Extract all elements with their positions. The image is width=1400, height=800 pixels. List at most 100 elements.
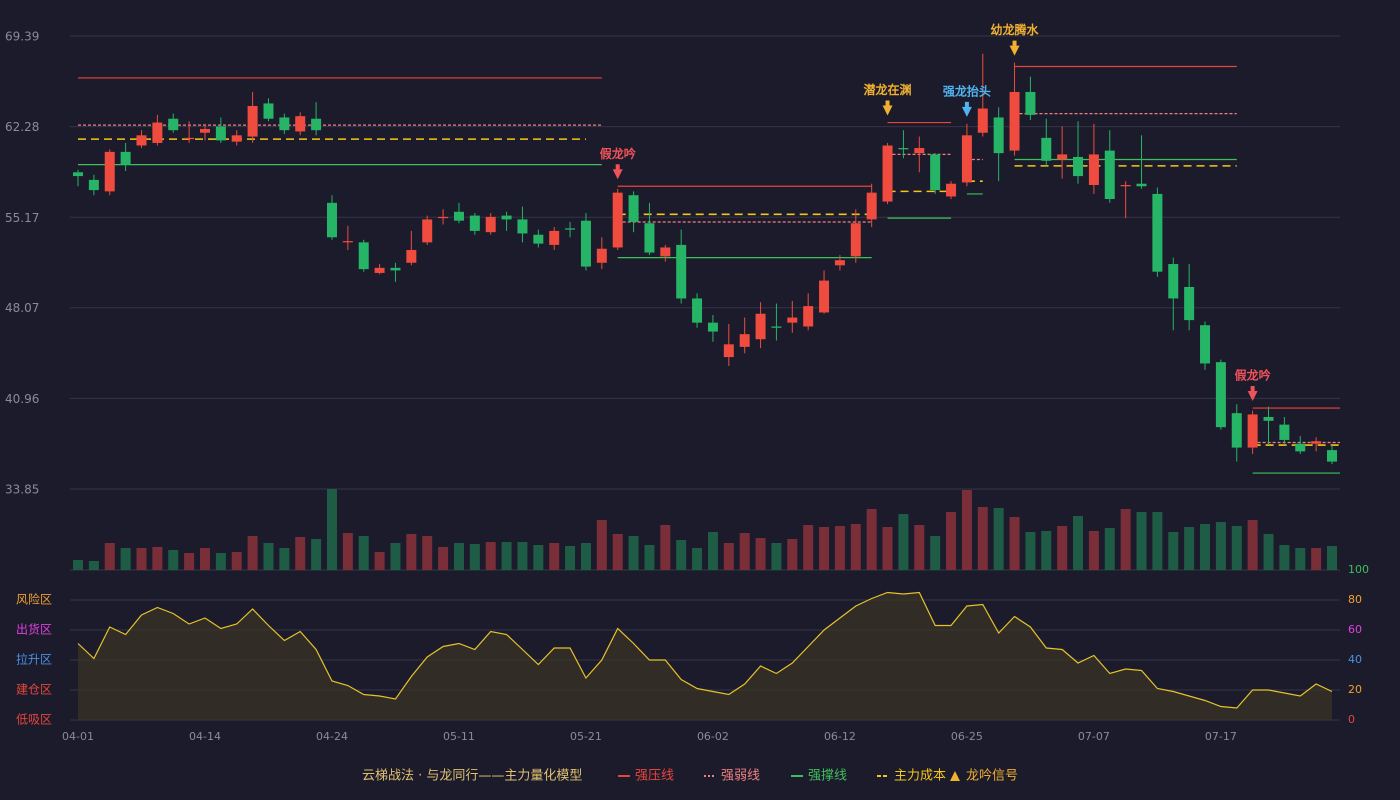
volume-bar: [453, 543, 464, 570]
volume-bar: [739, 533, 750, 570]
candle-body: [469, 215, 480, 231]
x-tick-label: 05-21: [570, 730, 602, 743]
volume-bar: [199, 548, 210, 570]
candle-body: [199, 128, 210, 133]
candle-body: [914, 148, 925, 154]
volume-bar: [136, 548, 147, 570]
zone-label: 建仓区: [16, 683, 52, 697]
x-tick-label: 04-14: [189, 730, 221, 743]
legend-title: 云梯战法 · 与龙同行——主力量化模型: [362, 769, 582, 784]
candle-body: [263, 103, 274, 119]
candle-body: [485, 216, 496, 233]
volume-bar: [215, 553, 226, 570]
candle-body: [676, 244, 687, 299]
candle-body: [628, 195, 639, 222]
x-tick-label: 07-07: [1078, 730, 1110, 743]
candle-body: [184, 137, 195, 140]
volume-bar: [898, 514, 909, 570]
candle-body: [453, 211, 464, 221]
candle-body: [755, 313, 766, 340]
volume-bar: [660, 525, 671, 570]
candle-body: [1184, 286, 1195, 321]
volume-bar: [707, 532, 718, 570]
volume-bar: [1295, 548, 1306, 570]
volume-bar: [676, 540, 687, 570]
candle-body: [342, 241, 353, 243]
y-tick-label: 40.96: [5, 392, 39, 406]
candle-body: [279, 117, 290, 131]
volume-bar: [946, 512, 957, 570]
candle-body: [136, 135, 147, 146]
volume-bar: [834, 526, 845, 570]
volume-bar: [549, 543, 560, 570]
signal-marker: [612, 164, 623, 180]
candle-body: [1025, 91, 1036, 115]
x-tick-label: 05-11: [443, 730, 475, 743]
candle-body: [73, 172, 83, 177]
volume-bar: [533, 545, 544, 570]
candle-body: [517, 219, 528, 234]
candle-body: [946, 183, 957, 197]
volume-bar: [1104, 528, 1115, 570]
volume-bar: [1200, 524, 1211, 570]
volume-bar: [406, 534, 417, 570]
candle-body: [580, 220, 591, 267]
candle-body: [1311, 441, 1322, 444]
candle-body: [993, 117, 1004, 154]
volume-bar: [1120, 509, 1131, 570]
candle-body: [850, 223, 861, 257]
candle-body: [1041, 137, 1052, 161]
volume-bar: [326, 489, 337, 570]
candle-body: [1009, 91, 1020, 151]
volume-bar: [358, 536, 369, 570]
candle-body: [803, 306, 814, 327]
volume-bar: [1009, 517, 1020, 570]
volume-bar: [692, 548, 703, 570]
candle-body: [1168, 264, 1179, 299]
candle-body: [549, 230, 560, 245]
candle-body: [326, 202, 337, 238]
volume-bar: [1073, 516, 1084, 570]
volume-bar: [1327, 546, 1337, 570]
volume-bar: [263, 543, 274, 570]
signal-marker: [882, 100, 893, 116]
volume-bar: [1136, 512, 1147, 570]
y-tick-label: 62.28: [5, 120, 39, 134]
y2-tick-label: 80: [1348, 593, 1362, 606]
candle-body: [882, 145, 893, 202]
volume-bar: [247, 536, 258, 570]
legend-label: 强弱线: [721, 769, 760, 784]
candle-body: [406, 250, 417, 263]
volume-bar: [1057, 526, 1068, 570]
volume-bar: [993, 508, 1004, 570]
candle-body: [215, 126, 226, 141]
volume-bar: [120, 548, 131, 570]
candle-body: [898, 148, 909, 150]
candle-body: [787, 317, 798, 323]
signal-label: 强龙抬头: [943, 83, 991, 98]
candle-body: [596, 248, 607, 263]
candle-body: [834, 260, 845, 266]
candle-body: [930, 154, 941, 191]
volume-bar: [390, 543, 401, 570]
volume-bar: [469, 544, 480, 570]
zone-label: 拉升区: [16, 652, 52, 667]
candle-body: [977, 108, 988, 133]
volume-bar: [961, 490, 972, 570]
volume-bar: [628, 536, 639, 570]
candle-body: [533, 234, 544, 244]
candle-body: [1263, 416, 1274, 421]
y-tick-label: 33.85: [5, 483, 39, 497]
volume-bar: [914, 525, 925, 570]
volume-bar: [295, 537, 306, 570]
volume-bar: [184, 553, 195, 570]
candle-body: [247, 105, 258, 137]
candle-body: [660, 247, 671, 257]
candle-body: [739, 334, 750, 347]
volume-bar: [168, 550, 179, 570]
indicator-area: [78, 592, 1332, 720]
candle-body: [1073, 156, 1084, 177]
volume-bar: [565, 546, 576, 570]
legend-label: 强压线: [635, 769, 674, 784]
